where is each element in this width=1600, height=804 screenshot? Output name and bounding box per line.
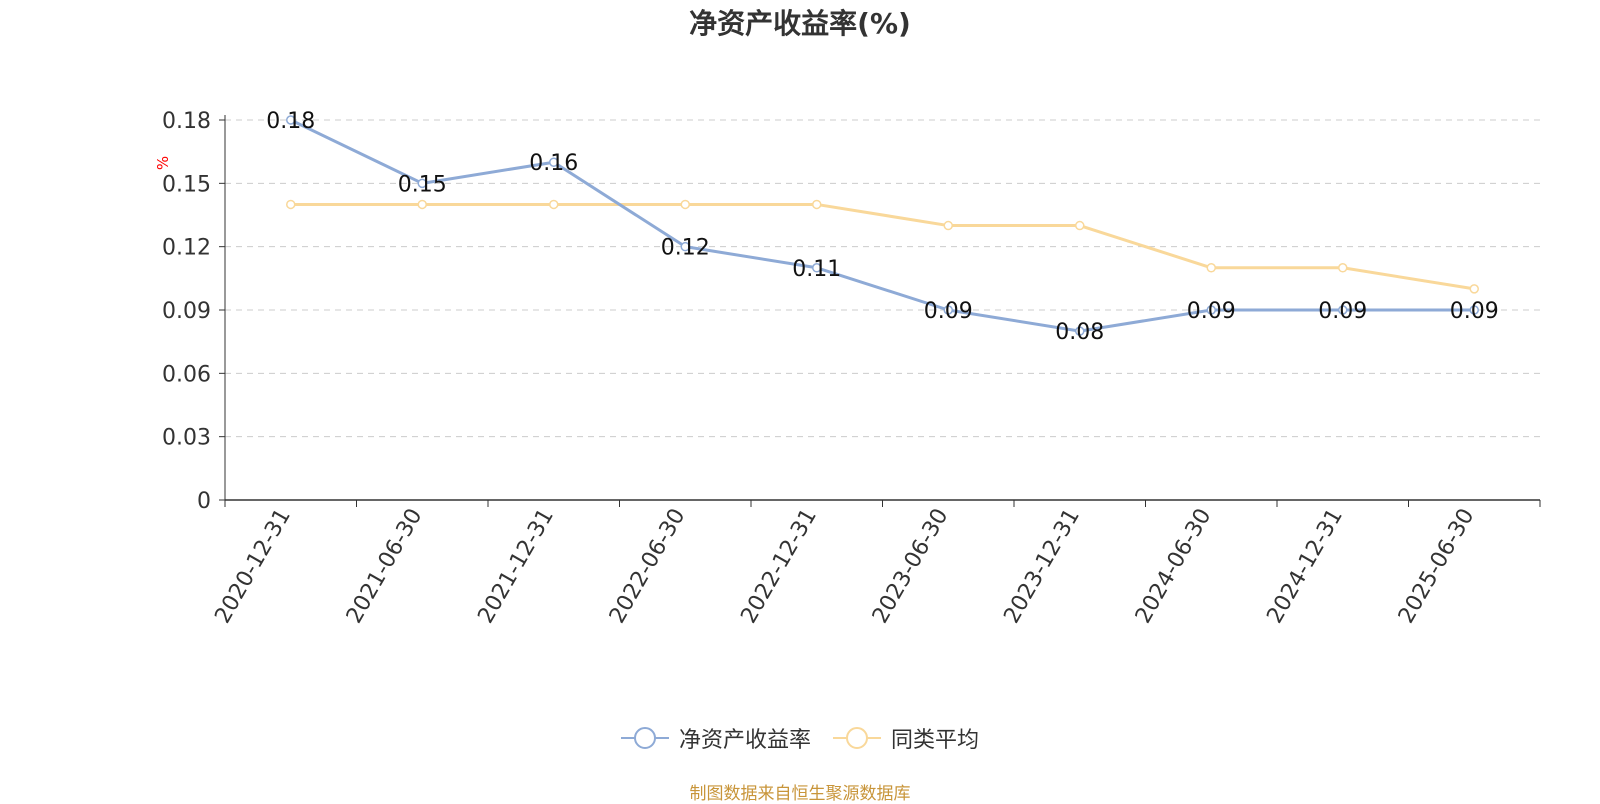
- axes: 0 0.03 0.06 0.09 0.12 0.15 0.18% 2020-12-31 2021…: [154, 109, 1541, 628]
- data-label: 0.08: [1055, 320, 1104, 345]
- data-point: [680, 241, 690, 252]
- legend-roe-marker: [620, 727, 669, 749]
- data-point: [549, 199, 559, 210]
- grid-lines: [225, 119, 1540, 438]
- series-line: [290, 202, 1475, 291]
- x-tick-label: 2025-06-30: [1394, 505, 1480, 628]
- y-tick-label: 0.06: [162, 362, 211, 387]
- data-point: [1469, 284, 1479, 294]
- data-point: [1206, 305, 1216, 315]
- data-point: [1075, 326, 1085, 336]
- y-tick-label: 0.12: [162, 236, 211, 261]
- legend-peer-label: 同类平均: [891, 728, 980, 753]
- data-point: [417, 178, 427, 189]
- series-line: [290, 118, 1475, 333]
- x-tick-label: 2021-06-30: [342, 505, 428, 628]
- data-label: 0.09: [1187, 299, 1236, 324]
- data-label: 0.09: [1450, 299, 1499, 324]
- legend-peer-marker: [833, 727, 881, 749]
- data-labels: 0.18 0.15 0.16 0.12 0.11 0.09 0.08 0.09 0.09 0.09: [266, 109, 1498, 345]
- data-point: [1075, 220, 1085, 231]
- data-point: [1469, 305, 1479, 315]
- y-tick-label: 0.15: [162, 172, 211, 197]
- x-tick-label: 2023-06-30: [868, 505, 954, 628]
- x-tick-label: 2022-12-31: [736, 505, 822, 628]
- x-tick-label: 2021-12-31: [473, 505, 559, 628]
- source-note: 制图数据来自恒生聚源数据库: [689, 784, 911, 804]
- data-point: [943, 220, 953, 231]
- data-point: [1206, 263, 1216, 273]
- data-point: [812, 263, 822, 273]
- chart-title: 净资产收益率(%): [689, 7, 911, 40]
- data-point: [680, 199, 690, 210]
- x-tick-label: 2020-12-31: [210, 505, 296, 628]
- y-tick-label: 0.03: [162, 426, 211, 451]
- data-point: [1338, 263, 1348, 273]
- data-point: [812, 199, 822, 210]
- data-label: 0.11: [792, 257, 841, 282]
- legend-roe-label: 净资产收益率: [678, 728, 811, 753]
- x-tick-label: 2024-06-30: [1131, 505, 1217, 628]
- data-label: 0.09: [924, 299, 973, 324]
- data-label: 0.12: [661, 236, 710, 261]
- data-point: [417, 199, 427, 210]
- y-tick-label: 0: [197, 489, 211, 514]
- data-point: [549, 157, 559, 167]
- legend-item-peer-average[interactable]: 同类平均: [833, 722, 979, 754]
- y-tick-label: 0.09: [162, 299, 211, 324]
- legend-item-roe[interactable]: 净资产收益率: [620, 722, 811, 754]
- data-label: 0.09: [1318, 299, 1367, 324]
- data-point: [943, 305, 953, 315]
- legend: 净资产收益率 同类平均: [0, 722, 1600, 754]
- series: [286, 115, 1479, 336]
- y-axis-label: %: [154, 156, 172, 170]
- x-tick-label: 2024-12-31: [1262, 505, 1348, 628]
- data-point: [286, 115, 296, 125]
- x-tick-label: 2023-12-31: [999, 505, 1085, 628]
- data-point: [286, 199, 296, 210]
- data-label: 0.16: [529, 151, 578, 176]
- data-point: [1338, 305, 1348, 315]
- data-label: 0.15: [398, 172, 447, 197]
- y-tick-label: 0.18: [162, 109, 211, 134]
- data-label: 0.18: [266, 109, 315, 134]
- x-tick-label: 2022-06-30: [605, 505, 691, 628]
